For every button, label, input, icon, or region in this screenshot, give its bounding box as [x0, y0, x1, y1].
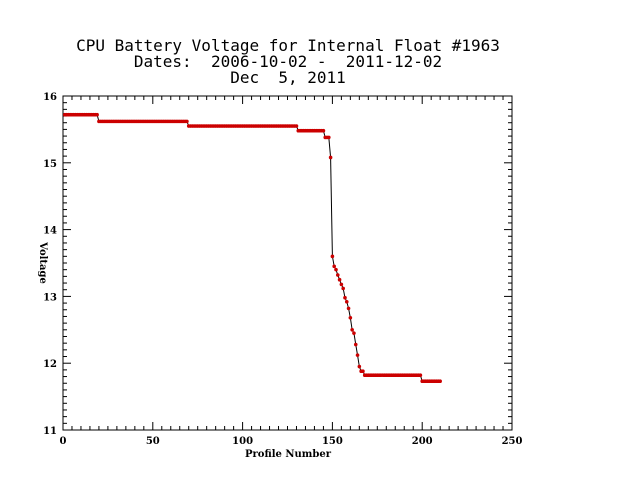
y-tick-label: 15	[43, 159, 57, 170]
data-point	[352, 331, 356, 335]
data-point	[418, 373, 423, 378]
data-point	[294, 124, 299, 128]
plot-frame	[62, 95, 513, 431]
data-point	[337, 277, 342, 282]
x-tick-label: 250	[502, 436, 523, 447]
chart-title-line-2: Dates: 2006-10-02 - 2011-12-02	[133, 52, 443, 71]
y-axis-label: Voltage	[37, 241, 48, 284]
data-point	[332, 264, 336, 269]
series-line	[64, 114, 441, 382]
data-point	[327, 135, 331, 140]
x-tick-label: 150	[322, 436, 343, 447]
data-point	[361, 369, 365, 374]
x-tick-label: 0	[60, 436, 67, 447]
y-tick-label: 16	[43, 92, 57, 103]
chart-title-line-1: CPU Battery Voltage for Internal Float #…	[76, 36, 500, 55]
x-tick-label: 100	[232, 436, 253, 447]
data-point	[343, 295, 347, 300]
data-point	[321, 128, 326, 133]
data-point	[339, 282, 344, 287]
x-axis-label: Profile Number	[245, 449, 332, 460]
y-tick-label: 14	[43, 226, 57, 237]
data-point	[353, 342, 358, 347]
data-point	[335, 273, 340, 277]
data-point	[95, 112, 99, 117]
chart-title-line-3: Dec 5, 2011	[230, 68, 346, 87]
y-tick-label: 13	[43, 292, 57, 303]
data-point	[344, 299, 349, 304]
data-point	[328, 155, 333, 160]
x-tick-label: 50	[146, 436, 160, 447]
data-point	[357, 364, 362, 369]
y-tick-label: 12	[43, 359, 57, 370]
data-point	[341, 286, 345, 291]
data-point	[355, 353, 360, 357]
data-point	[334, 267, 338, 272]
data-point	[185, 119, 189, 124]
data-point	[346, 306, 351, 311]
data-point	[350, 328, 354, 332]
data-point	[330, 254, 335, 259]
data-point	[438, 379, 442, 384]
x-tick-label: 200	[412, 436, 433, 447]
data-point	[348, 315, 353, 320]
y-tick-label: 11	[43, 426, 57, 437]
